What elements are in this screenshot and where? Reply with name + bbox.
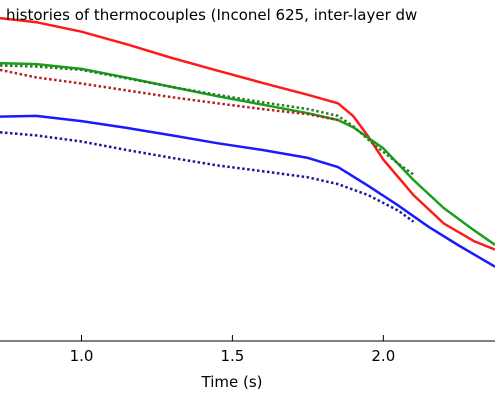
- tick-layer: 1.0 1.5 2.0: [70, 335, 395, 365]
- series-line-3: [0, 68, 339, 122]
- series-line-2: [0, 64, 415, 176]
- x-tick-label-2: 2.0: [371, 347, 395, 365]
- x-axis-label: Time (s): [201, 373, 263, 391]
- x-tick-label-0: 1.0: [70, 347, 94, 365]
- x-tick-label-1: 1.5: [220, 347, 244, 365]
- series-line-1: [0, 61, 495, 246]
- chart-title: histories of thermocouples (Inconel 625,…: [6, 6, 418, 24]
- series-layer: [0, 16, 495, 268]
- series-line-0: [0, 16, 495, 251]
- series-line-4: [0, 114, 495, 268]
- series-line-5: [0, 131, 415, 223]
